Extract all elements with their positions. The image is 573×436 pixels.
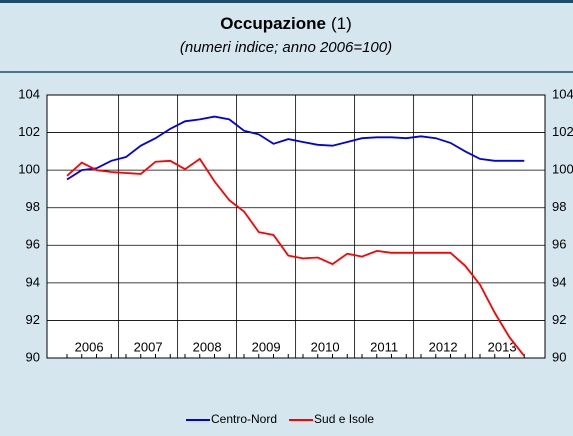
series-line (66, 115, 525, 181)
chart-subtitle: (numeri indice; anno 2006=100) (180, 39, 392, 56)
y-tick-label: 94 (26, 274, 40, 289)
x-tick-label: 2010 (311, 339, 340, 354)
y-tick-label: 92 (26, 312, 40, 327)
y2-tick-label: 96 (552, 237, 566, 252)
y-tick-label: 104 (18, 86, 40, 101)
chart-title: Occupazione (220, 14, 326, 33)
y2-tick-label: 104 (552, 86, 573, 101)
x-tick-label: 2011 (370, 339, 398, 354)
y2-tick-label: 90 (552, 349, 566, 364)
title-note: (1) (331, 14, 352, 33)
x-tick-label: 2006 (75, 339, 104, 354)
y-tick-label: 102 (18, 124, 40, 139)
x-tick-label: 2008 (193, 339, 222, 354)
x-tick-label: 2007 (134, 339, 163, 354)
x-tick-label: 2012 (429, 339, 458, 354)
y-tick-label: 90 (26, 349, 40, 364)
y-tick-label: 98 (26, 199, 40, 214)
series-line (66, 157, 526, 357)
y2-tick-label: 100 (552, 162, 573, 177)
y2-tick-label: 98 (552, 199, 566, 214)
top-border (0, 0, 573, 3)
y2-tick-label: 102 (552, 124, 573, 139)
y-tick-label: 96 (26, 237, 40, 252)
x-tick-label: 2013 (488, 339, 517, 354)
x-tick-label: 2009 (252, 339, 281, 354)
chart-title-line: Occupazione (1) (220, 14, 352, 33)
y-tick-label: 100 (18, 162, 40, 177)
y2-tick-label: 94 (552, 274, 566, 289)
legend-label: Sud e Isole (314, 412, 374, 426)
y2-tick-label: 92 (552, 312, 566, 327)
legend-label: Centro-Nord (211, 412, 277, 426)
